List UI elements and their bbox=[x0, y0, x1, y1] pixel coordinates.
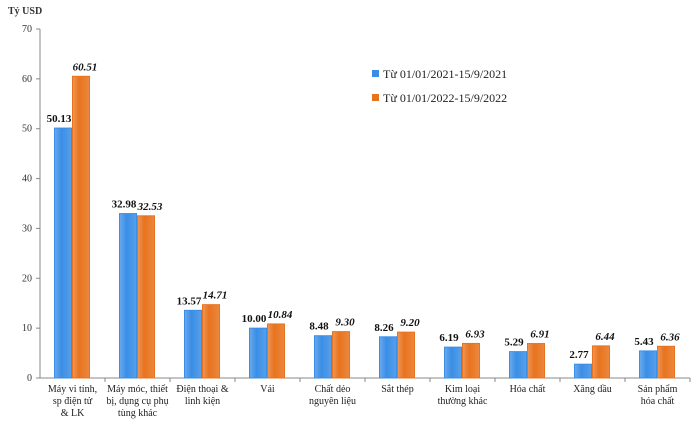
bar-2022 bbox=[267, 323, 285, 379]
bar-2021 bbox=[184, 309, 202, 379]
bar-2021 bbox=[119, 213, 137, 379]
x-tick-label: Sắt thép bbox=[381, 384, 414, 395]
bar-2022 bbox=[332, 331, 350, 379]
x-tick-label: Xăng dầu bbox=[573, 384, 612, 395]
y-tick-label: 60 bbox=[22, 74, 32, 85]
legend-swatch bbox=[372, 94, 379, 101]
data-label: 6.91 bbox=[530, 329, 549, 341]
y-tick-label: 50 bbox=[22, 124, 32, 135]
data-label: 32.98 bbox=[112, 199, 137, 211]
data-label: 5.29 bbox=[504, 337, 524, 349]
data-label: 6.44 bbox=[595, 331, 615, 343]
bar-2022 bbox=[397, 331, 415, 379]
bar-2022 bbox=[527, 343, 545, 379]
data-label: 6.36 bbox=[660, 331, 680, 343]
data-label: 9.20 bbox=[400, 317, 420, 329]
x-tick-label: Hóa chất bbox=[510, 384, 546, 395]
bar-2021 bbox=[639, 350, 657, 379]
data-label: 10.00 bbox=[242, 313, 267, 325]
data-label: 14.71 bbox=[203, 290, 228, 302]
y-tick-label: 70 bbox=[22, 24, 32, 35]
y-tick-label: 40 bbox=[22, 174, 32, 185]
bar-2022 bbox=[657, 345, 675, 379]
bar-2022 bbox=[462, 342, 480, 379]
bar-2021 bbox=[574, 363, 592, 379]
data-label: 8.26 bbox=[374, 322, 394, 334]
data-label: 9.30 bbox=[335, 317, 355, 329]
x-tick-label: Chất dẻo nguyên liệu bbox=[309, 384, 356, 407]
bar-2022 bbox=[202, 304, 220, 379]
x-tick-label: Điện thoại & linh kiện bbox=[176, 384, 228, 407]
bar-2021 bbox=[379, 336, 397, 379]
bar-2021 bbox=[314, 335, 332, 379]
data-label: 50.13 bbox=[47, 113, 72, 125]
data-label: 6.19 bbox=[439, 332, 459, 344]
data-label: 32.53 bbox=[137, 201, 163, 213]
bar-2021 bbox=[444, 346, 462, 379]
x-tick-label: Kim loại thường khác bbox=[438, 384, 488, 407]
y-tick-label: 10 bbox=[22, 323, 32, 334]
legend-swatch bbox=[372, 70, 379, 77]
bar-2021 bbox=[509, 351, 527, 379]
data-label: 8.48 bbox=[309, 321, 329, 333]
y-axis-label: Tỷ USD bbox=[8, 6, 42, 17]
legend-label: Từ 01/01/2022-15/9/2022 bbox=[383, 91, 507, 105]
y-tick-label: 30 bbox=[22, 223, 32, 234]
data-label: 13.57 bbox=[177, 295, 202, 307]
data-label: 2.77 bbox=[569, 349, 589, 361]
bar-2022 bbox=[137, 215, 155, 379]
data-label: 5.43 bbox=[634, 336, 654, 348]
x-tick-label: Sản phẩm hóa chất bbox=[638, 384, 678, 407]
y-tick-label: 0 bbox=[27, 373, 32, 384]
data-label: 6.93 bbox=[465, 328, 485, 340]
bar-2022 bbox=[72, 75, 90, 379]
bar-2021 bbox=[249, 327, 267, 379]
data-label: 10.84 bbox=[268, 309, 293, 321]
bar-2022 bbox=[592, 345, 610, 379]
x-tick-label: Vải bbox=[260, 384, 275, 395]
data-label: 60.51 bbox=[73, 61, 98, 73]
bar-2021 bbox=[54, 127, 72, 379]
y-tick-label: 20 bbox=[22, 273, 32, 284]
legend-label: Từ 01/01/2021-15/9/2021 bbox=[383, 67, 507, 81]
x-tick-label: Máy móc, thiết bị, dụng cụ phụ tùng khác bbox=[106, 384, 168, 419]
x-tick-label: Máy vi tính, sp điện tử & LK bbox=[48, 384, 97, 419]
